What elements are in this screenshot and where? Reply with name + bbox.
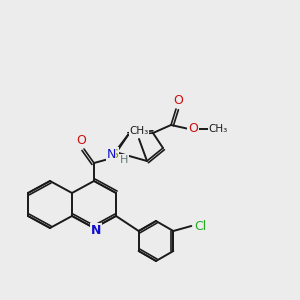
Text: O: O bbox=[173, 94, 183, 107]
Text: CH₃: CH₃ bbox=[129, 126, 148, 136]
Text: Cl: Cl bbox=[194, 220, 206, 232]
Text: O: O bbox=[188, 122, 198, 136]
Text: O: O bbox=[76, 134, 86, 148]
Text: N: N bbox=[106, 148, 116, 161]
Text: S: S bbox=[110, 148, 118, 160]
Text: N: N bbox=[91, 224, 101, 236]
Text: CH₃: CH₃ bbox=[208, 124, 228, 134]
Text: H: H bbox=[120, 155, 128, 165]
